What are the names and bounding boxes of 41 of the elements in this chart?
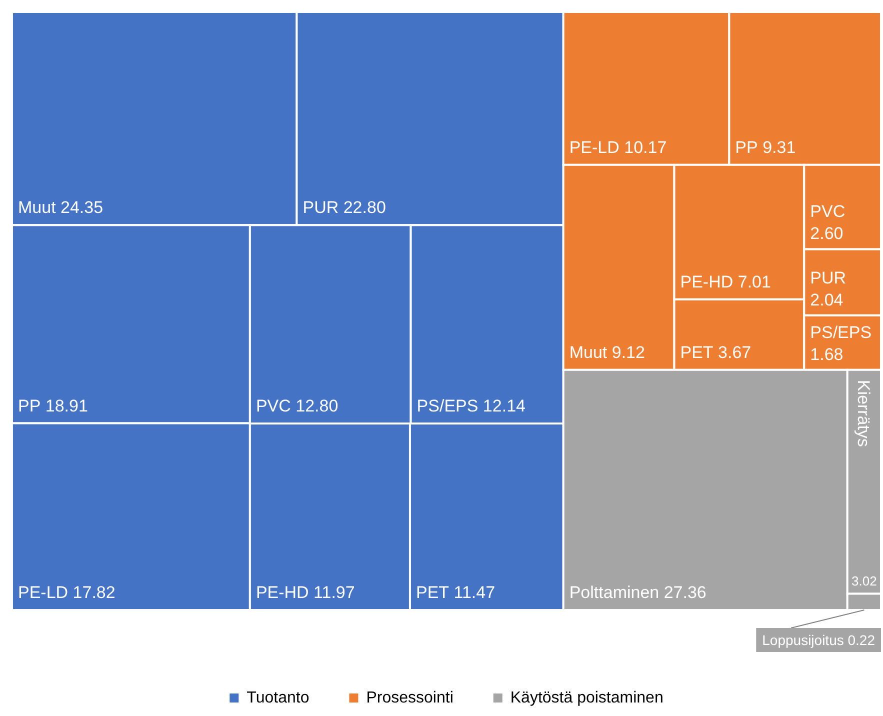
category-label: PE-LD	[569, 138, 620, 157]
data-label: 3.67	[718, 342, 752, 362]
data-label: 1.68	[810, 344, 844, 364]
data-label: 9.31	[762, 138, 796, 157]
category-label: PUR	[810, 268, 846, 288]
category-label: PS/EPS	[416, 396, 478, 416]
category-label: Loppusijoitus	[762, 632, 844, 648]
category-label: Muut	[18, 198, 56, 218]
data-label: 2.60	[810, 224, 844, 244]
category-label: PE-HD	[256, 583, 309, 602]
category-label: Kierrätys	[854, 380, 874, 447]
data-label: 12.14	[482, 396, 526, 416]
category-label: Muut	[569, 342, 608, 362]
category-label: PVC	[256, 396, 291, 416]
category-label: PUR	[302, 198, 339, 218]
data-label: 12.80	[296, 396, 338, 416]
category-label: PE-HD	[680, 272, 734, 292]
category-label: PVC	[810, 202, 846, 222]
data-label: 24.35	[60, 198, 104, 218]
category-label: PP	[735, 138, 758, 157]
data-label: 18.91	[45, 396, 88, 416]
category-label: Polttaminen	[569, 583, 660, 602]
data-label: 11.47	[454, 583, 496, 602]
legend-label: Prosessointi	[366, 689, 454, 706]
legend-label: Käytöstä poistaminen	[510, 689, 664, 706]
legend-label: Tuotanto	[246, 689, 310, 706]
data-label: 9.12	[612, 342, 645, 362]
data-label: 3.02	[852, 574, 877, 589]
data-label: 27.36	[664, 583, 706, 602]
category-label: PET	[680, 342, 714, 362]
category-label: PS/EPS	[810, 322, 872, 342]
category-label: PP	[18, 396, 41, 416]
data-label: 10.17	[624, 138, 667, 157]
category-label: PET	[416, 583, 450, 602]
data-label: 7.01	[738, 272, 771, 292]
data-label: 2.04	[810, 290, 844, 310]
data-label: 11.97	[314, 583, 355, 602]
data-label: 22.80	[343, 198, 386, 218]
category-label: PE-LD	[18, 583, 68, 602]
data-label: 17.82	[72, 583, 116, 602]
data-label: 0.22	[848, 632, 876, 648]
